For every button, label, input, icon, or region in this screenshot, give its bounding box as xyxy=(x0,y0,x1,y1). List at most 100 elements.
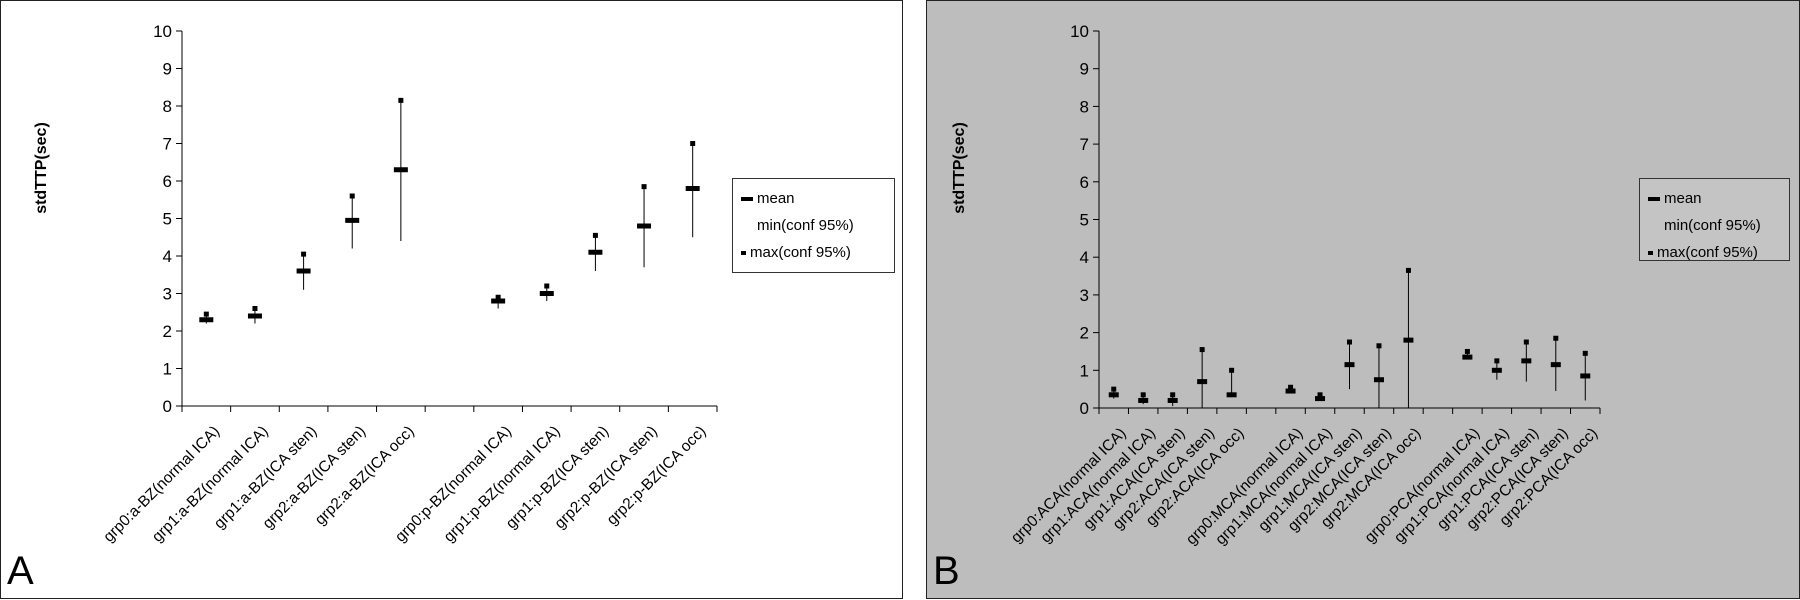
chart-b-y-tick-label: 9 xyxy=(1080,60,1089,79)
chart-a-max-marker xyxy=(398,97,404,103)
chart-b-max-marker xyxy=(1199,347,1205,353)
chart-b-mean-marker xyxy=(1550,362,1561,368)
chart-b-y-tick-label: 5 xyxy=(1080,211,1089,230)
chart-a-max-marker xyxy=(252,306,258,311)
chart-b-max-marker xyxy=(1170,392,1176,398)
chart-b-max-marker xyxy=(1140,392,1146,398)
legend-a-mean-marker xyxy=(741,196,753,201)
chart-a-y-tick-label: 4 xyxy=(163,247,172,266)
panel-a-letter: A xyxy=(7,549,34,593)
legend-a-min-marker xyxy=(741,224,753,228)
chart-b-mean-marker xyxy=(1285,388,1296,394)
chart-b-mean-marker xyxy=(1108,392,1119,398)
chart-b-y-tick-label: 4 xyxy=(1080,248,1089,267)
chart-b-max-marker xyxy=(1111,386,1117,392)
chart-b-y-tick-label: 8 xyxy=(1080,97,1089,116)
chart-a-mean-marker xyxy=(539,291,554,296)
chart-b-max-marker xyxy=(1582,350,1588,356)
chart-a-mean-marker xyxy=(296,268,311,274)
chart-b-y-tick-label: 0 xyxy=(1080,399,1089,418)
chart-a-max-marker xyxy=(203,311,209,317)
chart-b-y-tick-label: 6 xyxy=(1080,173,1089,192)
legend-a-min: min(conf 95%) xyxy=(741,212,886,239)
chart-b-y-tick-label: 10 xyxy=(1070,22,1089,41)
chart-b-mean-marker xyxy=(1315,396,1326,402)
chart-b-y-axis-label: stdTTP(sec) xyxy=(951,122,968,214)
legend-b-max-label: max(conf 95%) xyxy=(1657,244,1758,261)
chart-a-y-tick-label: 7 xyxy=(163,135,172,154)
chart-a-y-tick-label: 6 xyxy=(163,172,172,191)
panel-b-letter: B xyxy=(933,549,960,593)
chart-b-y-tick-label: 3 xyxy=(1080,286,1089,305)
chart-a-y-tick-label: 9 xyxy=(163,60,172,79)
legend-b-max: max(conf 95%) xyxy=(1648,239,1781,266)
chart-a-y-tick-label: 8 xyxy=(163,97,172,116)
legend-a-max-label: max(conf 95%) xyxy=(750,244,851,261)
chart-b-max-marker xyxy=(1494,358,1500,364)
chart-a-y-tick-label: 10 xyxy=(153,22,172,41)
legend-a-mean: mean xyxy=(741,185,886,212)
panel-a: 0 1 2 3 4 5 6 7 8 9 10 grp0:a-BZ(normal ICA) grp1:a-… xyxy=(0,0,903,599)
chart-a-max-marker xyxy=(349,193,355,199)
chart-b-max-marker xyxy=(1229,367,1235,373)
chart-a-max-marker xyxy=(544,283,550,289)
chart-b-mean-marker xyxy=(1197,379,1208,385)
chart-b-max-marker xyxy=(1405,267,1411,273)
chart-b-mean-marker xyxy=(1373,377,1384,383)
chart-b-max-marker xyxy=(1288,384,1294,390)
chart-b-x-tick-label: grp0:ACA(normal ICA) xyxy=(1008,425,1130,547)
legend-b-mean-label: mean xyxy=(1664,190,1702,207)
chart-b-mean-marker xyxy=(1462,354,1473,360)
chart-a-mean-marker xyxy=(685,186,700,191)
chart-b-mean-marker xyxy=(1138,397,1149,403)
chart-a-mean-marker xyxy=(637,223,652,229)
legend-b-mean: mean xyxy=(1648,185,1781,212)
chart-a-max-marker xyxy=(690,141,696,146)
chart-b-legend: mean min(conf 95%) max(conf 95%) xyxy=(1639,178,1790,261)
chart-b-max-marker xyxy=(1376,343,1382,349)
chart-a-mean-marker xyxy=(393,167,408,173)
legend-a-mean-label: mean xyxy=(757,190,795,207)
chart-b-y-tick-label: 7 xyxy=(1080,135,1089,154)
chart-a-y-tick-label: 0 xyxy=(163,397,172,416)
chart-b-mean-marker xyxy=(1344,362,1355,368)
chart-a-max-marker xyxy=(495,294,501,300)
chart-a-max-marker xyxy=(641,184,647,190)
chart-b-max-marker xyxy=(1347,339,1352,345)
legend-b-min-label: min(conf 95%) xyxy=(1664,217,1761,234)
chart-b-y-tick-label: 2 xyxy=(1080,324,1089,343)
chart-a-y-tick-label: 1 xyxy=(163,360,172,379)
chart-a-mean-marker xyxy=(199,317,214,323)
chart-a-y-tick-label: 5 xyxy=(163,210,172,229)
legend-a-min-label: min(conf 95%) xyxy=(757,217,854,234)
panel-b: 0 1 2 3 4 5 6 7 8 9 10 grp0:ACA(normal ICA) grp1:ACA… xyxy=(926,0,1800,599)
legend-b-mean-marker xyxy=(1648,196,1660,201)
legend-b-max-marker xyxy=(1648,250,1653,255)
chart-b-mean-marker xyxy=(1580,373,1591,379)
legend-b-min-marker xyxy=(1648,224,1660,228)
chart-b-max-marker xyxy=(1553,335,1559,341)
chart-b-mean-marker xyxy=(1403,337,1414,343)
chart-a-max-marker xyxy=(301,251,307,257)
chart-a-mean-marker xyxy=(588,249,603,255)
chart-b-mean-marker xyxy=(1226,392,1237,398)
chart-a-mean-marker xyxy=(491,298,506,304)
chart-a-y-axis-label: stdTTP(sec) xyxy=(33,122,50,214)
chart-b-max-marker xyxy=(1464,348,1470,354)
chart-b-mean-marker xyxy=(1491,367,1502,373)
chart-a-mean-marker xyxy=(345,217,360,223)
chart-a-mean-marker xyxy=(247,313,262,319)
chart-b-y-tick-label: 1 xyxy=(1080,361,1089,380)
legend-a-max-marker xyxy=(741,250,746,255)
legend-a-max: max(conf 95%) xyxy=(741,239,886,266)
chart-b-max-marker xyxy=(1523,339,1529,345)
chart-a-max-marker xyxy=(592,232,598,238)
chart-a-y-tick-label: 2 xyxy=(163,322,172,341)
chart-b-mean-marker xyxy=(1167,397,1178,403)
chart-b-max-marker xyxy=(1317,392,1323,398)
chart-a-legend: mean min(conf 95%) max(conf 95%) xyxy=(732,178,895,273)
chart-b-mean-marker xyxy=(1521,358,1532,364)
legend-b-min: min(conf 95%) xyxy=(1648,212,1781,239)
